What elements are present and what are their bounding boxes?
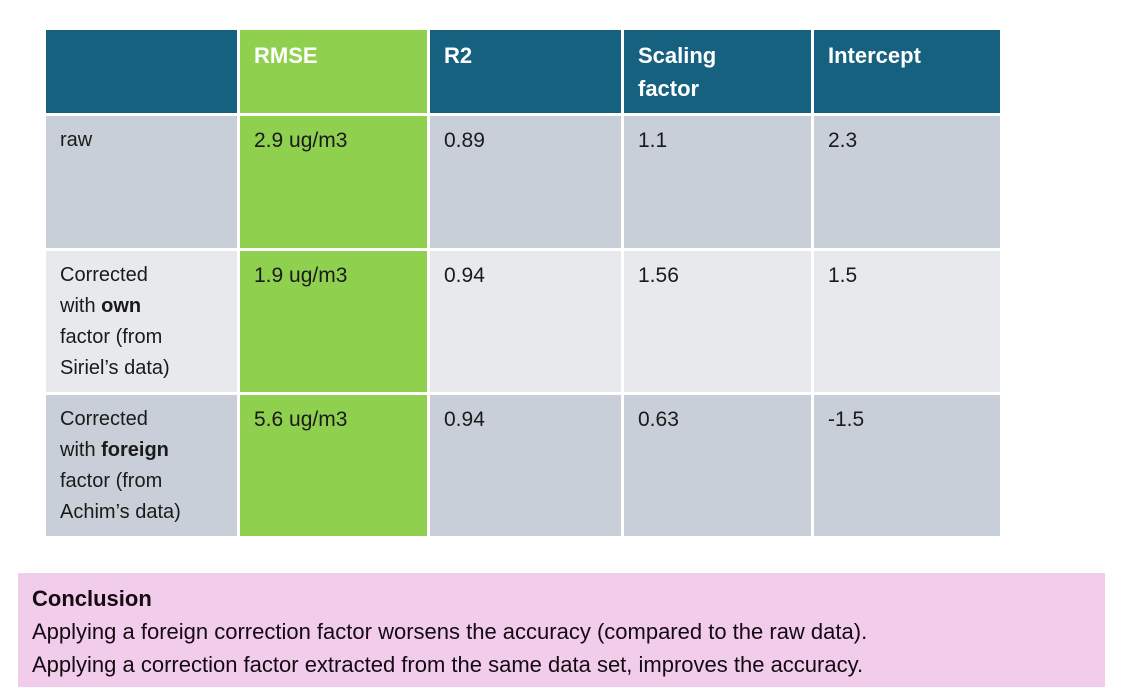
cell-rmse: 1.9 ug/m3 <box>240 251 427 392</box>
cell-r2: 0.94 <box>430 251 621 392</box>
conclusion-line-1: Applying a foreign correction factor wor… <box>32 619 868 644</box>
slide: RMSE R2 Scaling factor Intercept raw 2.9… <box>0 27 1140 688</box>
cell-intercept: 2.3 <box>814 116 1000 248</box>
cell-intercept: -1.5 <box>814 395 1000 536</box>
cell-rmse: 5.6 ug/m3 <box>240 395 427 536</box>
header-cell-empty <box>46 30 237 113</box>
header-cell-scaling-factor: Scaling factor <box>624 30 811 113</box>
table-row-corrected-foreign: Corrected with foreign factor (from Achi… <box>46 395 1000 536</box>
conclusion-title: Conclusion <box>32 586 152 611</box>
cell-rmse: 2.9 ug/m3 <box>240 116 427 248</box>
row-label-text: Corrected with <box>60 408 148 461</box>
cell-scaling-factor: 1.56 <box>624 251 811 392</box>
table-row-raw: raw 2.9 ug/m3 0.89 1.1 2.3 <box>46 116 1000 248</box>
header-cell-rmse: RMSE <box>240 30 427 113</box>
row-label-bold-text: foreign <box>101 439 169 461</box>
cell-r2: 0.94 <box>430 395 621 536</box>
cell-r2: 0.89 <box>430 116 621 248</box>
header-cell-r2: R2 <box>430 30 621 113</box>
cell-scaling-factor: 0.63 <box>624 395 811 536</box>
conclusion-line-2: Applying a correction factor extracted f… <box>32 652 864 677</box>
conclusion-box: Conclusion Applying a foreign correction… <box>18 573 1105 687</box>
table-row-corrected-own: Corrected with own factor (from Siriel’s… <box>46 251 1000 392</box>
row-label-corrected-own: Corrected with own factor (from Siriel’s… <box>46 251 237 392</box>
header-cell-intercept: Intercept <box>814 30 1000 113</box>
row-label-text: factor (from Achim’s data) <box>60 470 181 523</box>
cell-intercept: 1.5 <box>814 251 1000 392</box>
cell-scaling-factor: 1.1 <box>624 116 811 248</box>
row-label-text: Corrected with <box>60 264 148 317</box>
row-label-bold-text: own <box>101 295 142 317</box>
table-header-row: RMSE R2 Scaling factor Intercept <box>46 30 1000 113</box>
results-table: RMSE R2 Scaling factor Intercept raw 2.9… <box>43 27 1003 539</box>
row-label-text: factor (from Siriel’s data) <box>60 326 170 379</box>
row-label-raw: raw <box>46 116 237 248</box>
row-label-text: raw <box>60 129 93 151</box>
row-label-corrected-foreign: Corrected with foreign factor (from Achi… <box>46 395 237 536</box>
